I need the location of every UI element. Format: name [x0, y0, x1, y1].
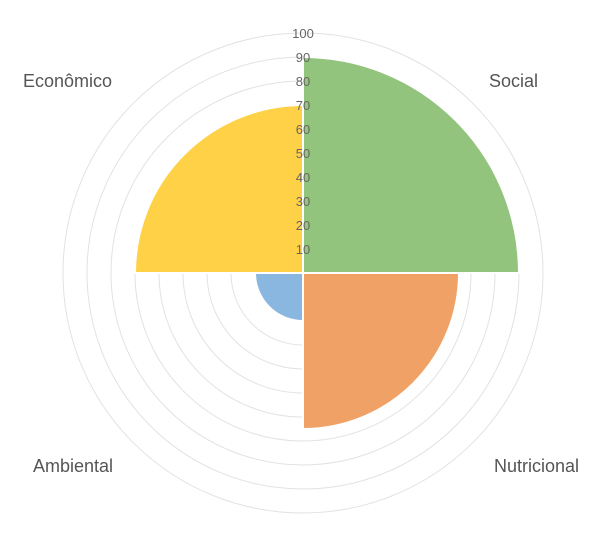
tick-label: 70 [296, 98, 310, 113]
slice-social [302, 55, 521, 274]
slice-nutricional [302, 272, 461, 431]
tick-labels-layer: 10 20 30 40 50 60 70 80 90 100 [292, 26, 314, 257]
tick-label: 30 [296, 194, 310, 209]
slice-economico [133, 103, 304, 274]
category-label-ambiental: Ambiental [33, 456, 113, 476]
tick-label: 80 [296, 74, 310, 89]
category-label-social: Social [489, 71, 538, 91]
tick-label: 10 [296, 242, 310, 257]
grid-ring [62, 32, 544, 514]
slices-layer [133, 55, 521, 431]
tick-label: 90 [296, 50, 310, 65]
category-label-nutricional: Nutricional [494, 456, 579, 476]
tick-label: 60 [296, 122, 310, 137]
tick-label: 50 [296, 146, 310, 161]
tick-label: 20 [296, 218, 310, 233]
category-label-economico: Econômico [23, 71, 112, 91]
slice-ambiental [253, 272, 304, 323]
tick-label: 40 [296, 170, 310, 185]
tick-label: 100 [292, 26, 314, 41]
